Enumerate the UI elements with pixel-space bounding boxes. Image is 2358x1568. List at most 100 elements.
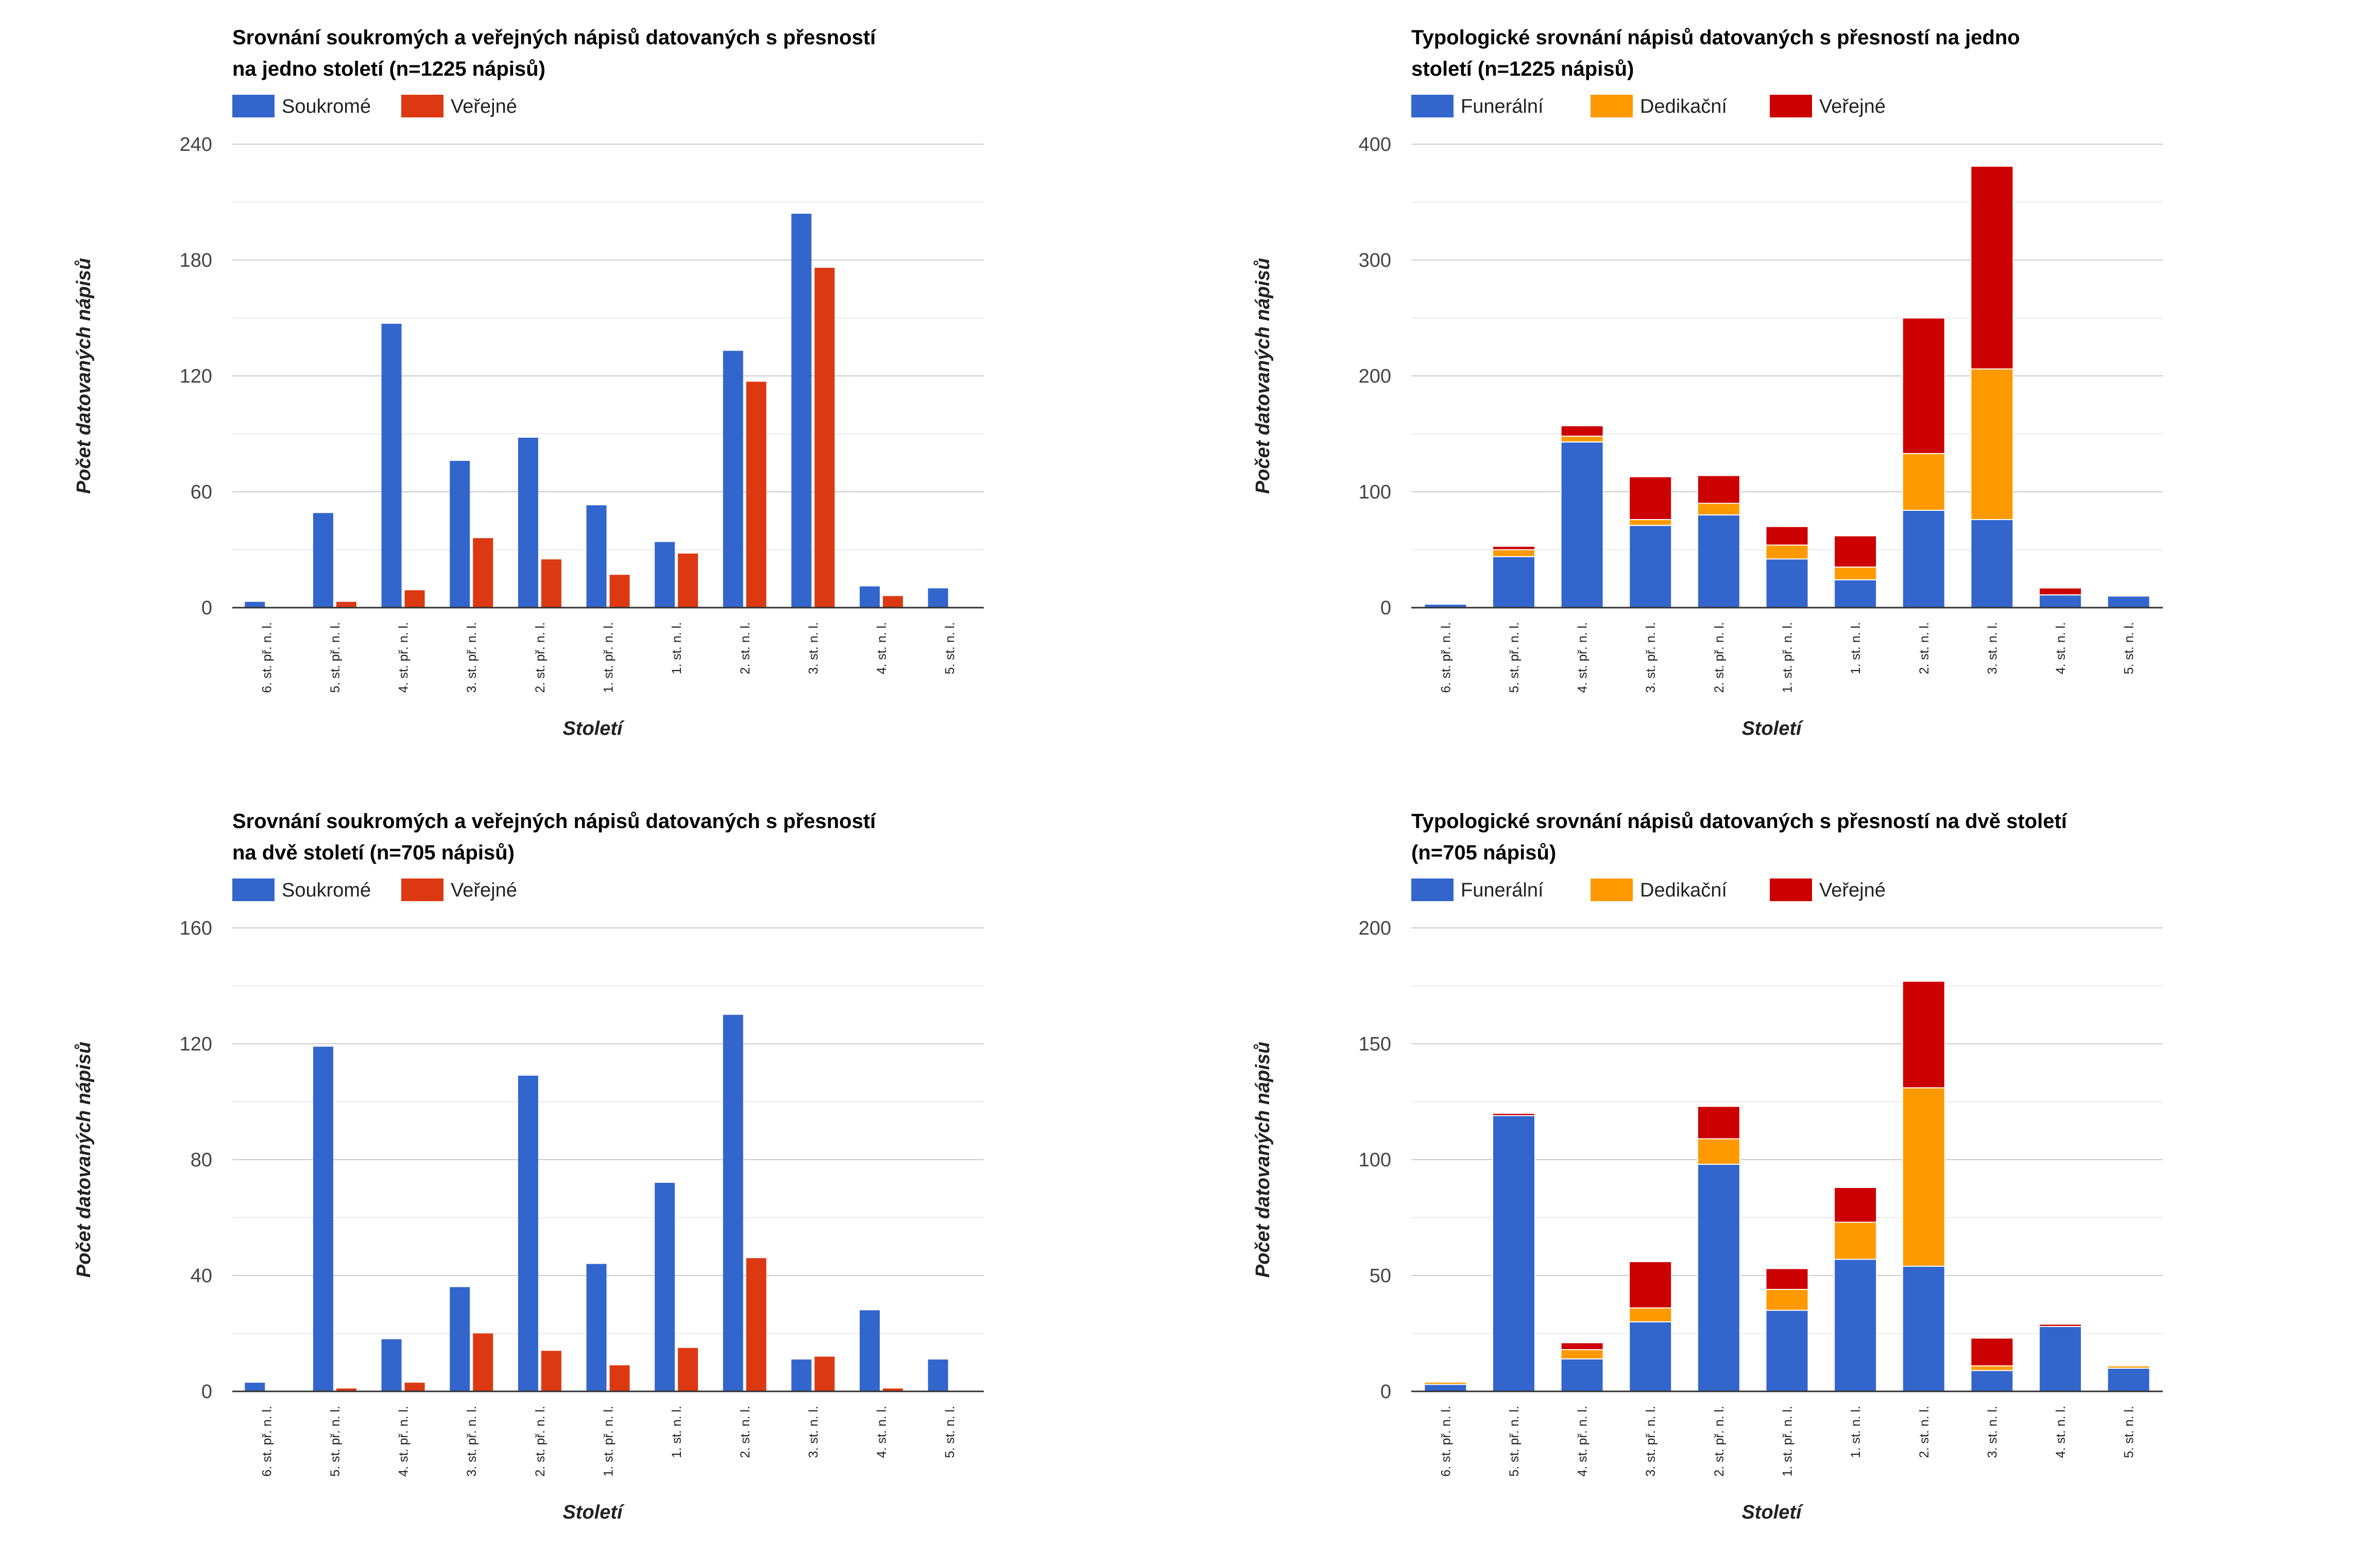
- bar-dedikační: [1560, 1349, 1604, 1359]
- bar-soukromé: [381, 1339, 402, 1391]
- x-tick-label: 5. st. př. n. l.: [1507, 1406, 1522, 1477]
- bar-veřejné: [1560, 425, 1604, 437]
- legend-swatch: [232, 95, 275, 117]
- legend-label: Soukromé: [282, 880, 371, 901]
- bar-funerální: [1560, 1358, 1604, 1392]
- legend-swatch: [1411, 878, 1454, 901]
- chart-title-line: století (n=1225 nápisů): [1411, 58, 1634, 80]
- bar-soukromé: [723, 1014, 743, 1391]
- chart-3: Srovnání soukromých a veřejných nápisů d…: [73, 810, 984, 1523]
- bar-funerální: [1629, 1321, 1672, 1392]
- bar-dedikační: [1970, 1365, 2014, 1371]
- legend-label: Funerální: [1461, 880, 1544, 901]
- x-axis-title: Století: [562, 718, 625, 739]
- legend-label: Dedikační: [1640, 96, 1727, 117]
- x-tick-label: 6. st. př. n. l.: [260, 1406, 274, 1477]
- bar-veřejné: [1697, 1106, 1740, 1140]
- bar-veřejné: [1902, 980, 1945, 1089]
- y-tick-label: 200: [1359, 366, 1391, 387]
- x-tick-label: 5. st. n. l.: [943, 1406, 958, 1458]
- bar-funerální: [1970, 1370, 2014, 1392]
- bar-funerální: [1834, 1259, 1877, 1392]
- bar-soukromé: [928, 1359, 948, 1391]
- bar-funerální: [1834, 579, 1877, 608]
- x-axis-title: Století: [1741, 1502, 1804, 1523]
- x-tick-label: 2. st. n. l.: [738, 1406, 753, 1458]
- bar-veřejné: [883, 596, 903, 608]
- bar-veřejné: [1834, 1187, 1877, 1223]
- x-tick-label: 6. st. př. n. l.: [1439, 622, 1453, 693]
- x-tick-label: 1. st. př. n. l.: [602, 622, 616, 693]
- legend-swatch: [1411, 95, 1454, 117]
- y-axis-title: Počet datovaných nápisů: [1252, 1042, 1274, 1278]
- chart-panel-1: Srovnání soukromých a veřejných nápisů d…: [0, 0, 1179, 784]
- bar-veřejné: [2039, 1323, 2082, 1327]
- legend-label: Veřejné: [451, 880, 517, 901]
- x-tick-label: 1. st. n. l.: [1849, 622, 1863, 674]
- x-tick-label: 3. st. n. l.: [1985, 1406, 2000, 1458]
- bar-dedikační: [1765, 544, 1809, 560]
- bar-dedikační: [2107, 594, 2150, 597]
- chart-2: Typologické srovnání nápisů datovaných s…: [1252, 26, 2163, 739]
- y-tick-label: 100: [1359, 1149, 1391, 1171]
- bar-veřejné: [1765, 1268, 1809, 1290]
- bar-funerální: [1629, 525, 1672, 608]
- x-tick-label: 4. st. n. l.: [875, 1406, 889, 1458]
- bar-dedikační: [1834, 566, 1877, 580]
- bar-veřejné: [473, 538, 493, 608]
- x-tick-label: 1. st. př. n. l.: [1781, 622, 1795, 693]
- x-tick-label: 4. st. př. n. l.: [1576, 1406, 1590, 1477]
- x-tick-label: 3. st. n. l.: [806, 1406, 821, 1458]
- x-tick-label: 1. st. n. l.: [670, 1406, 684, 1458]
- bar-soukromé: [860, 586, 880, 608]
- y-tick-label: 50: [1370, 1265, 1391, 1287]
- y-tick-label: 400: [1359, 134, 1391, 156]
- legend-label: Funerální: [1461, 96, 1544, 117]
- chart-4: Typologické srovnání nápisů datovaných s…: [1252, 810, 2163, 1523]
- bar-dedikační: [1697, 1138, 1740, 1165]
- bar-veřejné: [1970, 165, 2014, 370]
- y-tick-label: 160: [180, 918, 212, 939]
- bar-veřejné: [746, 1258, 766, 1391]
- legend-swatch: [1770, 878, 1812, 901]
- legend-label: Dedikační: [1640, 880, 1727, 901]
- chart-title-line: Typologické srovnání nápisů datovaných s…: [1411, 26, 2020, 49]
- x-tick-label: 6. st. př. n. l.: [1439, 1406, 1453, 1477]
- legend-label: Veřejné: [1819, 96, 1886, 117]
- x-tick-label: 3. st. n. l.: [806, 622, 821, 674]
- chart-1: Srovnání soukromých a veřejných nápisů d…: [73, 26, 984, 739]
- bar-funerální: [1697, 1164, 1740, 1392]
- legend-swatch: [1770, 95, 1812, 117]
- bar-dedikační: [2107, 1365, 2150, 1369]
- bar-veřejné: [1560, 1342, 1604, 1350]
- legend-swatch: [401, 95, 443, 117]
- x-tick-label: 4. st. př. n. l.: [397, 622, 411, 693]
- bar-soukromé: [518, 438, 538, 608]
- bar-veřejné: [609, 575, 630, 608]
- y-tick-label: 0: [1380, 1381, 1391, 1403]
- x-tick-label: 2. st. př. n. l.: [1712, 1406, 1727, 1477]
- bar-funerální: [1560, 441, 1604, 608]
- y-tick-label: 40: [191, 1265, 212, 1287]
- bar-veřejné: [1970, 1337, 2014, 1367]
- x-tick-label: 1. st. n. l.: [1849, 1406, 1863, 1458]
- bar-veřejné: [336, 1388, 356, 1391]
- y-axis-title: Počet datovaných nápisů: [73, 1042, 95, 1278]
- bar-funerální: [1765, 1309, 1809, 1392]
- bar-funerální: [1697, 514, 1740, 608]
- x-tick-label: 5. st. př. n. l.: [328, 1406, 343, 1477]
- x-tick-label: 2. st. př. n. l.: [1712, 622, 1727, 693]
- y-tick-label: 80: [191, 1149, 212, 1171]
- bar-soukromé: [245, 601, 265, 608]
- bar-dedikační: [1629, 1307, 1672, 1322]
- bar-soukromé: [313, 1046, 333, 1391]
- y-tick-label: 300: [1359, 250, 1391, 271]
- bar-veřejné: [678, 1348, 698, 1391]
- y-tick-label: 0: [201, 1381, 212, 1403]
- chart-title-line: Typologické srovnání nápisů datovaných s…: [1411, 810, 2068, 833]
- y-axis-title: Počet datovaných nápisů: [1252, 258, 1274, 494]
- chart-panel-2: Typologické srovnání nápisů datovaných s…: [1179, 0, 2358, 784]
- legend-swatch: [1591, 95, 1633, 117]
- legend-label: Veřejné: [451, 96, 517, 117]
- bar-funerální: [1902, 510, 1945, 608]
